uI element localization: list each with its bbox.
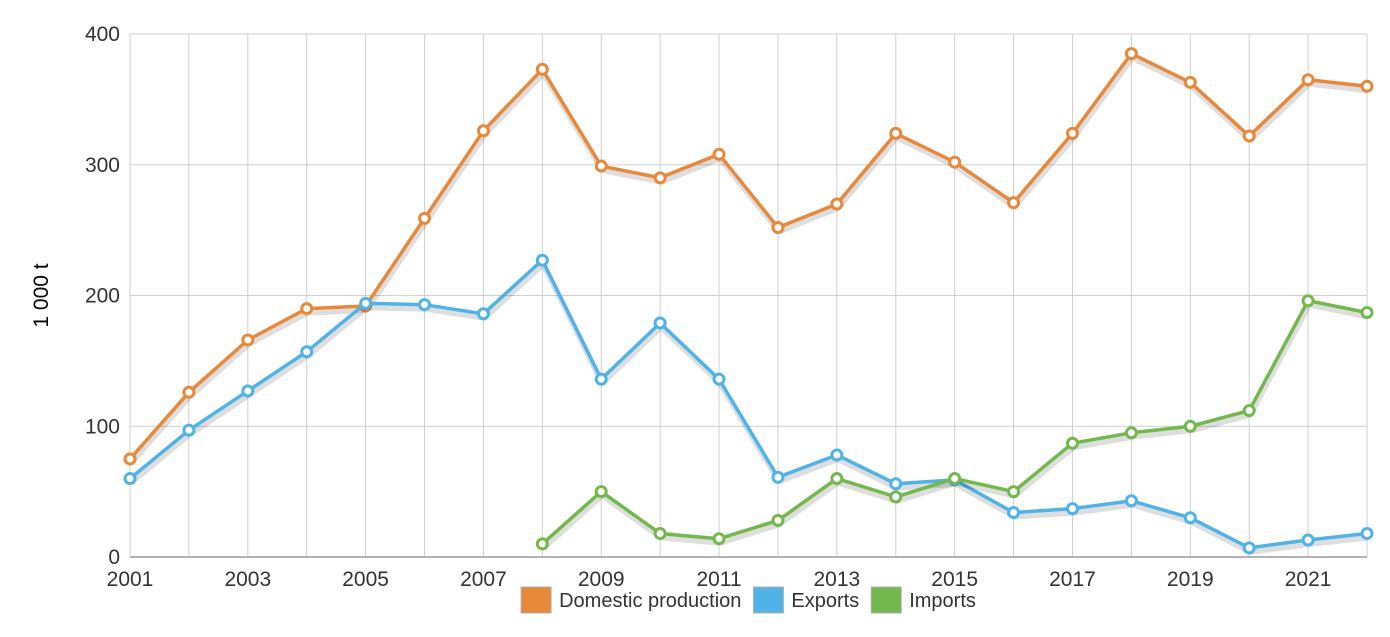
data-point[interactable] xyxy=(1360,526,1374,540)
series-group xyxy=(123,47,1374,555)
data-point[interactable] xyxy=(1065,502,1079,516)
y-tick-label: 200 xyxy=(85,285,120,308)
data-point[interactable] xyxy=(830,472,844,486)
data-point[interactable] xyxy=(1360,79,1374,93)
legend-swatch xyxy=(870,586,902,614)
x-tick-label: 2001 xyxy=(107,568,154,591)
legend: Domestic production Exports Imports xyxy=(520,586,976,614)
data-point[interactable] xyxy=(1007,196,1021,210)
x-tick-label: 2015 xyxy=(931,568,978,591)
data-point[interactable] xyxy=(1124,47,1138,61)
data-point[interactable] xyxy=(1007,485,1021,499)
data-point[interactable] xyxy=(418,298,432,312)
data-point[interactable] xyxy=(594,485,608,499)
data-point[interactable] xyxy=(653,316,667,330)
data-point[interactable] xyxy=(1242,129,1256,143)
data-point[interactable] xyxy=(123,452,137,466)
data-point[interactable] xyxy=(1183,419,1197,433)
y-tick-label: 400 xyxy=(85,23,120,46)
legend-label: Imports xyxy=(909,590,976,612)
data-point[interactable] xyxy=(1124,494,1138,508)
data-point[interactable] xyxy=(535,62,549,76)
data-point[interactable] xyxy=(476,124,490,138)
data-point[interactable] xyxy=(241,333,255,347)
data-point[interactable] xyxy=(771,221,785,235)
x-tick-label: 2003 xyxy=(224,568,271,591)
data-point[interactable] xyxy=(1065,126,1079,140)
data-point[interactable] xyxy=(300,302,314,316)
data-point[interactable] xyxy=(1242,541,1256,555)
legend-item-1[interactable]: Exports xyxy=(752,586,859,614)
data-point[interactable] xyxy=(1065,436,1079,450)
series-2 xyxy=(535,294,1374,551)
legend-label: Exports xyxy=(791,590,859,612)
y-axis-title: 1 000 t xyxy=(30,263,53,327)
x-tick-label: 2021 xyxy=(1285,568,1332,591)
legend-swatch xyxy=(520,586,552,614)
data-point[interactable] xyxy=(712,372,726,386)
y-tick-label: 0 xyxy=(108,546,120,569)
data-point[interactable] xyxy=(889,477,903,491)
grid xyxy=(129,33,1368,557)
data-point[interactable] xyxy=(476,307,490,321)
data-point[interactable] xyxy=(771,470,785,484)
series-line xyxy=(128,258,1369,550)
data-point[interactable] xyxy=(948,155,962,169)
data-point[interactable] xyxy=(830,197,844,211)
data-point[interactable] xyxy=(948,472,962,486)
data-point[interactable] xyxy=(889,126,903,140)
legend-label: Domestic production xyxy=(559,590,741,612)
x-tick-label: 2011 xyxy=(696,568,741,591)
data-point[interactable] xyxy=(182,385,196,399)
data-point[interactable] xyxy=(1007,506,1021,520)
data-point[interactable] xyxy=(712,147,726,161)
data-point[interactable] xyxy=(241,384,255,398)
data-point[interactable] xyxy=(359,296,373,310)
data-point[interactable] xyxy=(1183,511,1197,525)
legend-item-0[interactable]: Domestic production xyxy=(520,586,741,614)
data-point[interactable] xyxy=(653,526,667,540)
data-point[interactable] xyxy=(1301,533,1315,547)
data-point[interactable] xyxy=(594,372,608,386)
data-point[interactable] xyxy=(1183,75,1197,89)
x-tick-label: 2009 xyxy=(578,568,625,591)
data-point[interactable] xyxy=(418,211,432,225)
y-tick-label: 300 xyxy=(85,154,120,177)
y-tick-label: 100 xyxy=(85,415,120,438)
data-point[interactable] xyxy=(300,345,314,359)
data-point[interactable] xyxy=(712,532,726,546)
x-tick-label: 2013 xyxy=(813,568,860,591)
data-point[interactable] xyxy=(771,513,785,527)
data-point[interactable] xyxy=(1301,294,1315,308)
series-0 xyxy=(123,47,1374,466)
data-point[interactable] xyxy=(1360,305,1374,319)
data-point[interactable] xyxy=(1301,73,1315,87)
data-point[interactable] xyxy=(653,171,667,185)
data-point[interactable] xyxy=(830,448,844,462)
legend-swatch xyxy=(752,586,784,614)
x-tick-label: 2019 xyxy=(1167,568,1214,591)
data-point[interactable] xyxy=(535,253,549,267)
series-line xyxy=(128,51,1369,461)
data-point[interactable] xyxy=(182,423,196,437)
axes: 0 100 200 300 400 2001 2003 2005 2007 2009 2011 201… xyxy=(30,23,1367,591)
series-1 xyxy=(123,253,1374,555)
data-point[interactable] xyxy=(1124,426,1138,440)
legend-item-2[interactable]: Imports xyxy=(870,586,976,614)
data-point[interactable] xyxy=(1242,404,1256,418)
data-point[interactable] xyxy=(889,490,903,504)
data-point[interactable] xyxy=(123,472,137,486)
x-tick-label: 2005 xyxy=(342,568,389,591)
series-shadow xyxy=(128,54,1369,465)
x-tick-label: 2007 xyxy=(460,568,507,591)
x-tick-label: 2017 xyxy=(1049,568,1096,591)
data-point[interactable] xyxy=(594,159,608,173)
data-point[interactable] xyxy=(535,537,549,551)
